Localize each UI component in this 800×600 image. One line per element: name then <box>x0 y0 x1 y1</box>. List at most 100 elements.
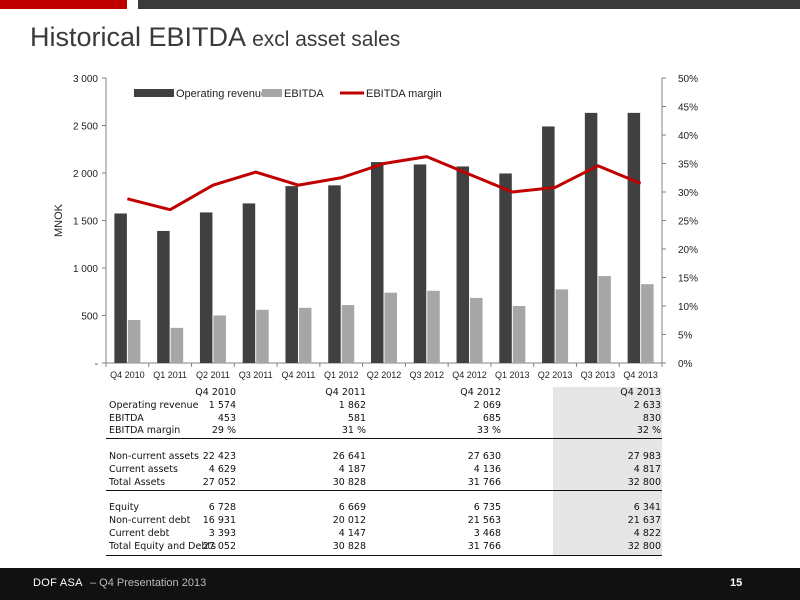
table-cell: 6 728 <box>208 502 236 514</box>
bar-ebitda <box>384 292 397 363</box>
table-cell: 32 % <box>636 425 661 437</box>
table-row-label: EBITDA <box>109 412 144 424</box>
table-column-header: Q4 2010 <box>195 387 236 398</box>
bar-operating-revenue <box>542 126 555 363</box>
bar-ebitda <box>170 327 184 363</box>
x-tick-label: Q1 2011 <box>153 370 187 380</box>
company-logo: DOF ASA <box>33 577 83 589</box>
table-cell: 27 630 <box>467 450 501 462</box>
bar-operating-revenue <box>499 173 512 363</box>
bar-ebitda <box>470 297 483 363</box>
y-tick-label: 3 000 <box>73 74 98 85</box>
table-cell: 1 862 <box>338 399 366 411</box>
page-number: 15 <box>730 577 743 589</box>
table-cell: 30 828 <box>332 476 366 488</box>
table-row: Equity 6 728 6 669 6 735 6 341 <box>106 502 662 515</box>
bar-operating-revenue <box>285 186 298 363</box>
x-tick-label: Q3 2013 <box>581 370 616 380</box>
table-column-header: Q4 2012 <box>460 387 501 398</box>
table-row-label: Total Assets <box>109 476 166 488</box>
bar-operating-revenue <box>114 213 127 363</box>
bar-operating-revenue <box>456 166 470 363</box>
presentation-label: – Q4 Presentation 2013 <box>90 577 207 589</box>
table-cell: 4 822 <box>633 527 661 539</box>
y-tick-label: 500 <box>81 312 98 323</box>
table-highlight-column <box>553 387 662 556</box>
table-row-label: EBITDA margin <box>109 425 181 437</box>
table-cell: 22 423 <box>202 450 236 462</box>
table-cell: 4 629 <box>208 463 236 475</box>
table-column-header: Q4 2011 <box>325 387 366 398</box>
table-row-label: Non-current assets <box>109 450 199 462</box>
bar-operating-revenue <box>199 212 213 363</box>
x-tick-label: Q2 2012 <box>367 370 402 380</box>
table-cell: 26 641 <box>332 450 366 462</box>
x-tick-label: Q4 2011 <box>282 370 316 380</box>
table-cell: 2 633 <box>633 399 661 411</box>
table-row: EBITDA 453 581 685 830 <box>106 413 662 426</box>
table-row: Non-current assets 22 423 26 641 27 630 27 9… <box>106 451 662 464</box>
table-cell: 4 136 <box>473 463 501 475</box>
table-cell: 32 800 <box>627 540 661 552</box>
table-cell: 31 766 <box>467 540 501 552</box>
table-row: Current debt 3 393 4 147 3 468 4 822 <box>106 528 662 541</box>
bar-operating-revenue <box>627 112 641 364</box>
table-cell: 4 187 <box>338 463 366 475</box>
table-cell: 1 574 <box>208 399 236 411</box>
y2-tick-label: 5% <box>678 331 693 342</box>
table-cell: 31 766 <box>467 476 501 488</box>
y-tick-label: 2 500 <box>73 122 98 133</box>
bar-operating-revenue <box>157 230 170 363</box>
y2-tick-label: 45% <box>678 103 698 114</box>
table-row: Total Assets 27 052 30 828 31 766 32 800 <box>106 477 662 490</box>
table-cell: 16 931 <box>202 514 236 526</box>
bar-ebitda <box>341 305 355 363</box>
table-column-header: Q4 2013 <box>620 387 661 398</box>
y-tick-label: 1 000 <box>73 264 98 275</box>
table-row: EBITDA margin 29 % 31 % 33 % 32 % <box>106 425 662 438</box>
table-cell: 6 669 <box>338 502 366 514</box>
table-cell: 27 052 <box>202 476 236 488</box>
x-tick-label: Q3 2011 <box>239 370 273 380</box>
bar-operating-revenue <box>371 162 384 363</box>
slide-title: Historical EBITDA excl asset sales <box>30 22 400 53</box>
x-tick-label: Q3 2012 <box>410 370 445 380</box>
table-cell: 21 637 <box>627 514 661 526</box>
table-row-label: Total Equity and Debts <box>109 540 217 552</box>
y2-tick-label: 15% <box>678 274 698 285</box>
table-cell: 581 <box>347 412 366 424</box>
header-dark-bar <box>138 0 800 9</box>
x-tick-label: Q4 2012 <box>452 370 487 380</box>
y2-tick-label: 20% <box>678 245 698 256</box>
bar-operating-revenue <box>328 185 341 363</box>
y2-tick-label: 10% <box>678 302 698 313</box>
table-cell: 3 393 <box>208 527 236 539</box>
y2-tick-label: 40% <box>678 131 698 142</box>
table-cell: 33 % <box>476 425 501 437</box>
table-row: Non-current debt 16 931 20 012 21 563 21 637 <box>106 515 662 528</box>
x-tick-label: Q1 2012 <box>324 370 359 380</box>
table-header-row: Q4 2010 Q4 2011 Q4 2012 Q4 2013 <box>106 387 662 400</box>
footer-bar: DOF ASA – Q4 Presentation 2013 15 <box>0 568 800 600</box>
table-cell: 6 735 <box>473 502 501 514</box>
table-divider <box>106 438 662 439</box>
table-cell: 27 052 <box>202 540 236 552</box>
table-row-label: Current assets <box>109 463 178 475</box>
bar-ebitda <box>256 309 269 363</box>
bar-operating-revenue <box>242 203 256 363</box>
table-divider <box>106 555 662 556</box>
bar-ebitda <box>213 315 226 363</box>
bar-operating-revenue <box>584 112 598 364</box>
table-row-label: Operating revenue <box>109 399 199 411</box>
header-red-bar <box>0 0 127 9</box>
bar-ebitda <box>512 306 526 363</box>
y2-tick-label: 50% <box>678 74 698 85</box>
table-cell: 32 800 <box>627 476 661 488</box>
legend-label: EBITDA margin <box>366 88 442 100</box>
legend-swatch <box>262 89 282 97</box>
y-tick-label: 2 000 <box>73 169 98 180</box>
y-tick-label: 1 500 <box>73 217 98 228</box>
financial-table: Q4 2010 Q4 2011 Q4 2012 Q4 2013 Operatin… <box>106 387 662 553</box>
table-row: Total Equity and Debts 27 052 30 828 31 766… <box>106 541 662 554</box>
legend-label: EBITDA <box>284 88 324 100</box>
